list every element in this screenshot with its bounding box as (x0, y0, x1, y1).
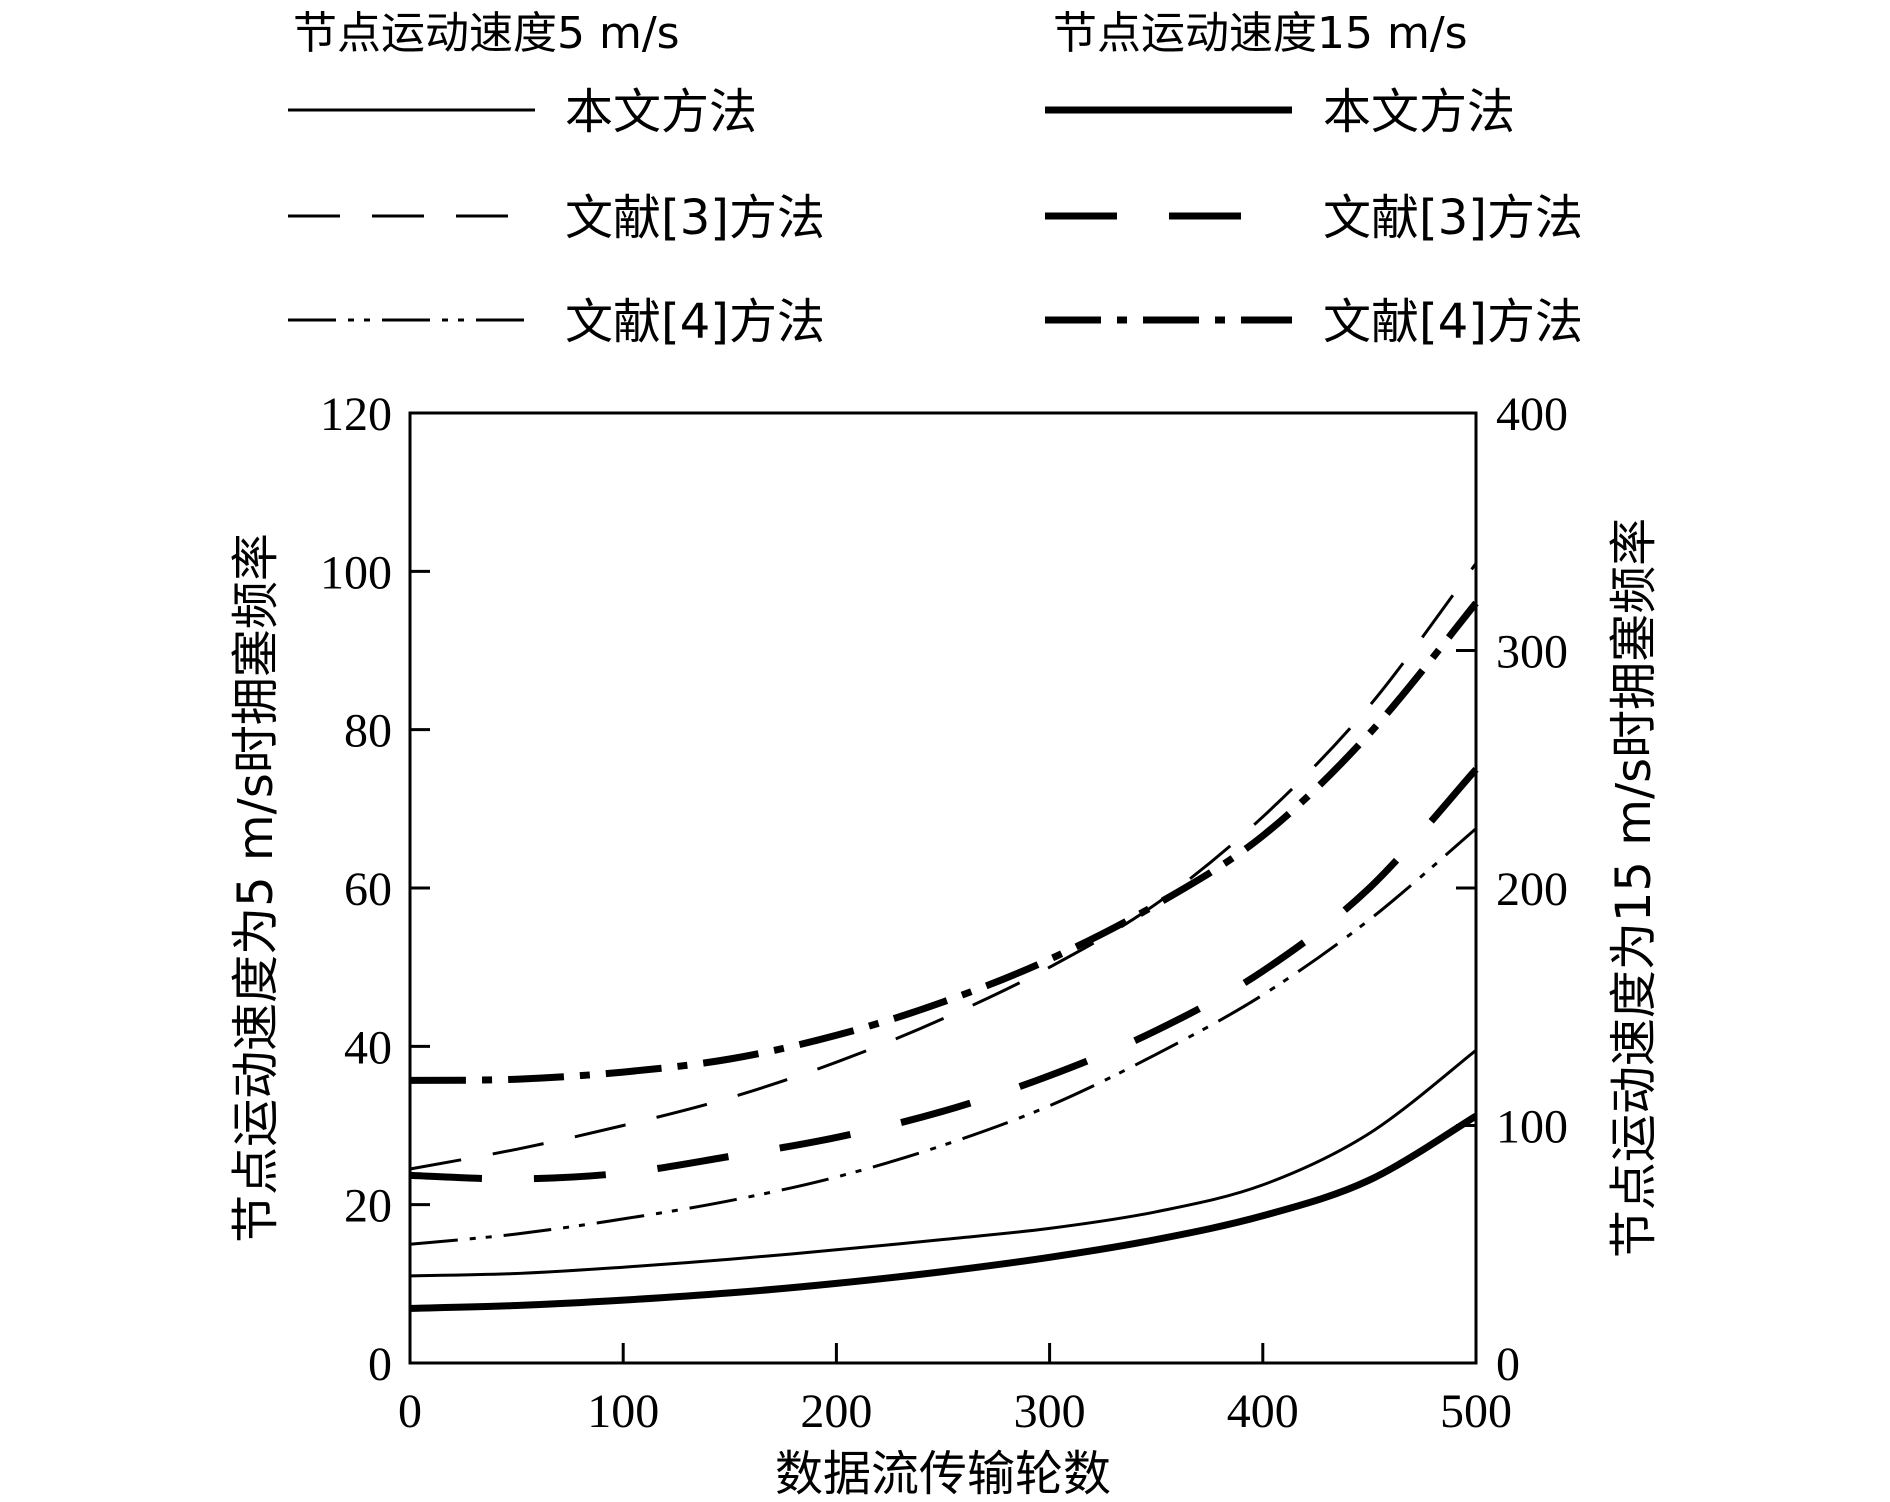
x-axis-title: 数据流传输轮数 (775, 1446, 1111, 1502)
right-y-tick-label: 200 (1496, 863, 1568, 916)
x-tick-label: 400 (1227, 1385, 1299, 1438)
left-y-tick-label: 40 (344, 1021, 392, 1074)
legend-label-15ms-ref4: 文献[4]方法 (1323, 294, 1583, 350)
right-y-tick-label: 400 (1496, 388, 1568, 441)
left-y-axis: 0 20 40 60 80 100 120 (320, 388, 430, 1391)
series-line-1 (409, 562, 1478, 1171)
legend-title-15ms: 节点运动速度15 m/s (1053, 8, 1468, 59)
series-line-3 (409, 1113, 1478, 1312)
series-line-5 (409, 600, 1479, 1084)
x-tick-label: 500 (1440, 1385, 1512, 1438)
left-y-tick-label: 120 (320, 388, 392, 441)
left-y-axis-title: 节点运动速度为5 m/s时拥塞频率 (228, 533, 284, 1243)
right-y-axis: 0 100 200 300 400 (1456, 388, 1568, 1391)
legend-title-5ms: 节点运动速度5 m/s (293, 8, 680, 59)
x-axis: 0 100 200 300 400 500 (398, 1343, 1512, 1438)
x-tick-label: 200 (800, 1385, 872, 1438)
legend: 节点运动速度5 m/s 节点运动速度15 m/s 本文方法 文献[3]方法 文献… (288, 8, 1583, 350)
legend-label-5ms-ref4: 文献[4]方法 (565, 294, 825, 350)
legend-label-5ms-proposed: 本文方法 (565, 84, 757, 140)
plot-frame (408, 411, 1478, 1365)
x-tick-label: 0 (398, 1385, 422, 1438)
left-y-tick-label: 60 (344, 863, 392, 916)
left-y-tick-label: 80 (344, 705, 392, 758)
left-y-tick-label: 100 (320, 546, 392, 599)
right-y-tick-label: 300 (1496, 626, 1568, 679)
legend-label-15ms-proposed: 本文方法 (1323, 84, 1515, 140)
series-line-0 (409, 1049, 1477, 1278)
x-tick-label: 100 (587, 1385, 659, 1438)
series-line-2 (409, 827, 1477, 1246)
left-y-tick-label: 0 (368, 1338, 392, 1391)
series-line-4 (409, 766, 1479, 1183)
legend-label-15ms-ref3: 文献[3]方法 (1323, 190, 1583, 246)
right-y-tick-label: 0 (1496, 1338, 1520, 1391)
right-y-tick-label: 100 (1496, 1101, 1568, 1154)
left-y-tick-label: 20 (344, 1180, 392, 1233)
series-lines (409, 562, 1479, 1312)
right-y-axis-title: 节点运动速度为15 m/s时拥塞频率 (1606, 518, 1662, 1258)
x-tick-label: 300 (1014, 1385, 1086, 1438)
legend-label-5ms-ref3: 文献[3]方法 (565, 190, 825, 246)
